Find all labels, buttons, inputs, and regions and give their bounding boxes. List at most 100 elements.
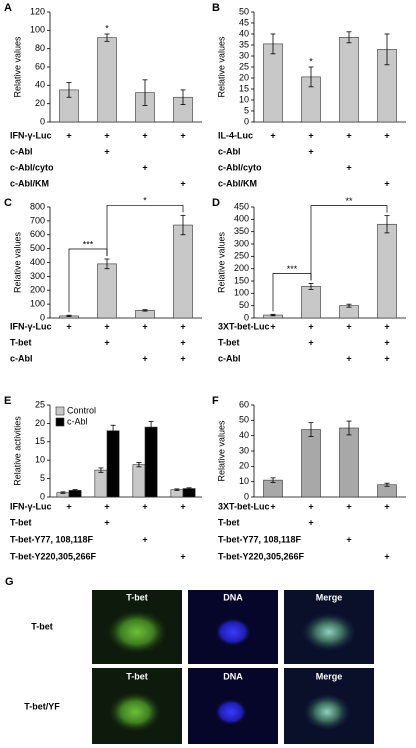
y-axis-label: Relative values — [216, 36, 226, 98]
column-label: DNA — [223, 592, 243, 602]
bar — [301, 429, 321, 498]
condition-sign: + — [142, 534, 147, 544]
y-tick-label: 0 — [244, 116, 249, 126]
condition-sign: + — [66, 130, 71, 140]
bracket-label: *** — [287, 264, 298, 274]
condition-label: 3XT-bet-Luc — [218, 501, 270, 511]
condition-label: T-bet-Y77, 108,118F — [10, 534, 94, 544]
y-tick-label: 5 — [40, 473, 45, 483]
y-tick-label: 700 — [30, 215, 45, 225]
y-tick-label: 35 — [239, 39, 249, 49]
condition-sign: + — [308, 321, 313, 331]
condition-sign: + — [384, 130, 389, 140]
condition-sign: + — [384, 501, 389, 511]
condition-label: c-Abl/cyto — [10, 162, 54, 172]
y-tick-label: 10 — [239, 476, 249, 486]
condition-sign: + — [384, 321, 389, 331]
y-axis-label: Relative activities — [12, 416, 22, 486]
condition-sign: + — [180, 551, 185, 561]
y-tick-label: 150 — [234, 275, 249, 285]
y-tick-label: 15 — [35, 436, 45, 446]
condition-label: c-Abl — [10, 353, 33, 363]
condition-sign: + — [142, 353, 147, 363]
condition-sign: + — [104, 146, 109, 156]
y-tick-label: 100 — [234, 288, 249, 298]
y-tick-label: 40 — [239, 430, 249, 440]
y-tick-label: 10 — [239, 94, 249, 104]
y-tick-label: 0 — [40, 491, 45, 501]
condition-sign: + — [142, 130, 147, 140]
significance-label: * — [309, 56, 313, 66]
y-tick-label: 200 — [234, 263, 249, 273]
condition-sign: + — [384, 178, 389, 188]
cell — [301, 612, 357, 652]
condition-sign: + — [346, 321, 351, 331]
bar — [106, 430, 120, 498]
nucleus — [215, 618, 251, 646]
panel-label: F — [212, 395, 219, 407]
bar — [182, 488, 196, 498]
condition-label: c-Abl/KM — [10, 178, 49, 188]
condition-sign: + — [104, 517, 109, 527]
y-tick-label: 60 — [35, 61, 45, 71]
column-label: T-bet — [126, 592, 148, 602]
condition-sign: + — [346, 130, 351, 140]
condition-label: T-bet — [10, 517, 32, 527]
column-label: Merge — [316, 671, 343, 681]
y-tick-label: 40 — [35, 80, 45, 90]
y-tick-label: 250 — [234, 251, 249, 261]
condition-sign: + — [104, 321, 109, 331]
condition-label: c-Abl — [10, 146, 33, 156]
row-label: T-bet/YF — [24, 701, 60, 711]
y-tick-label: 0 — [40, 312, 45, 322]
y-tick-label: 40 — [239, 28, 249, 38]
y-tick-label: 350 — [234, 226, 249, 236]
significance-label: * — [105, 23, 109, 33]
condition-sign: + — [142, 501, 147, 511]
column-label: Merge — [316, 592, 343, 602]
bracket — [106, 204, 184, 257]
bar — [135, 310, 155, 319]
y-tick-label: 100 — [30, 299, 45, 309]
micrograph-row: T-bet DNA Merge — [92, 668, 374, 744]
y-tick-label: 25 — [35, 399, 45, 409]
condition-label: IFN-γ-Luc — [10, 321, 52, 331]
bracket-label: *** — [83, 239, 94, 249]
y-tick-label: 0 — [40, 116, 45, 126]
y-tick-label: 25 — [239, 61, 249, 71]
y-axis-label: Relative values — [12, 231, 22, 293]
bar — [339, 36, 359, 123]
y-tick-label: 50 — [239, 415, 249, 425]
y-axis-label: Relative values — [12, 36, 22, 98]
bar — [97, 263, 117, 319]
condition-label: c-Abl — [218, 146, 241, 156]
condition-sign: + — [104, 130, 109, 140]
bar — [94, 469, 108, 498]
condition-label: IFN-γ-Luc — [10, 501, 52, 511]
condition-label: c-Abl/cyto — [218, 162, 262, 172]
y-tick-label: 300 — [234, 238, 249, 248]
condition-label: IFN-γ-Luc — [10, 130, 52, 140]
y-tick-label: 30 — [239, 50, 249, 60]
y-tick-label: 600 — [30, 229, 45, 239]
y-tick-label: 200 — [30, 285, 45, 295]
bracket-label: ** — [345, 196, 353, 206]
bar — [144, 426, 158, 498]
y-tick-label: 0 — [244, 491, 249, 501]
condition-sign: + — [384, 551, 389, 561]
y-tick-label: 80 — [35, 43, 45, 53]
y-tick-label: 60 — [239, 399, 249, 409]
condition-sign: + — [66, 321, 71, 331]
legend-swatch — [55, 417, 65, 427]
condition-sign: + — [180, 353, 185, 363]
y-tick-label: 450 — [234, 201, 249, 211]
column-label: DNA — [223, 671, 243, 681]
y-tick-label: 20 — [35, 98, 45, 108]
condition-label: T-bet-Y77, 108,118F — [218, 534, 302, 544]
condition-sign: + — [180, 130, 185, 140]
condition-sign: + — [270, 501, 275, 511]
y-tick-label: 400 — [30, 257, 45, 267]
condition-sign: + — [142, 321, 147, 331]
bracket — [310, 205, 388, 281]
